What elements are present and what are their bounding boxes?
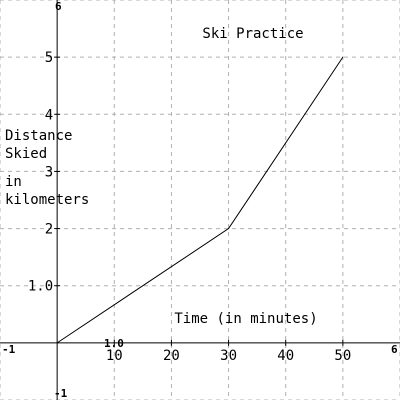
x-tick-label: 20	[163, 348, 180, 364]
x-tick-label: 10	[106, 348, 123, 364]
y-axis-label-line-4: kilometers	[5, 192, 89, 208]
y-min-label: -1	[54, 387, 68, 400]
x-axis-label: Time (in minutes)	[174, 311, 317, 327]
x-step-label: 1.0	[104, 337, 124, 350]
tick-labels: 10 20 30 40 50 1.0 2 3 4 5	[28, 50, 351, 364]
series-group	[56, 56, 344, 344]
y-axis-label-line-2: Skied	[5, 146, 47, 162]
y-tick-label: 3	[45, 164, 53, 180]
x-max-label: 6	[391, 343, 398, 356]
y-tick-label: 2	[45, 222, 53, 238]
series-line	[56, 56, 344, 344]
y-tick-label: 1.0	[28, 279, 53, 295]
x-min-label: -1	[2, 343, 16, 356]
x-tick-label: 40	[277, 348, 294, 364]
x-tick-label: 30	[220, 348, 237, 364]
y-max-label: 6	[55, 0, 62, 13]
y-axis-label-line-1: Distance	[5, 128, 72, 144]
chart-title: Ski Practice	[202, 26, 303, 42]
x-tick-label: 50	[334, 348, 351, 364]
y-tick-label: 5	[45, 50, 53, 66]
y-tick-label: 4	[45, 107, 53, 123]
y-axis-label-line-3: in	[5, 174, 22, 190]
